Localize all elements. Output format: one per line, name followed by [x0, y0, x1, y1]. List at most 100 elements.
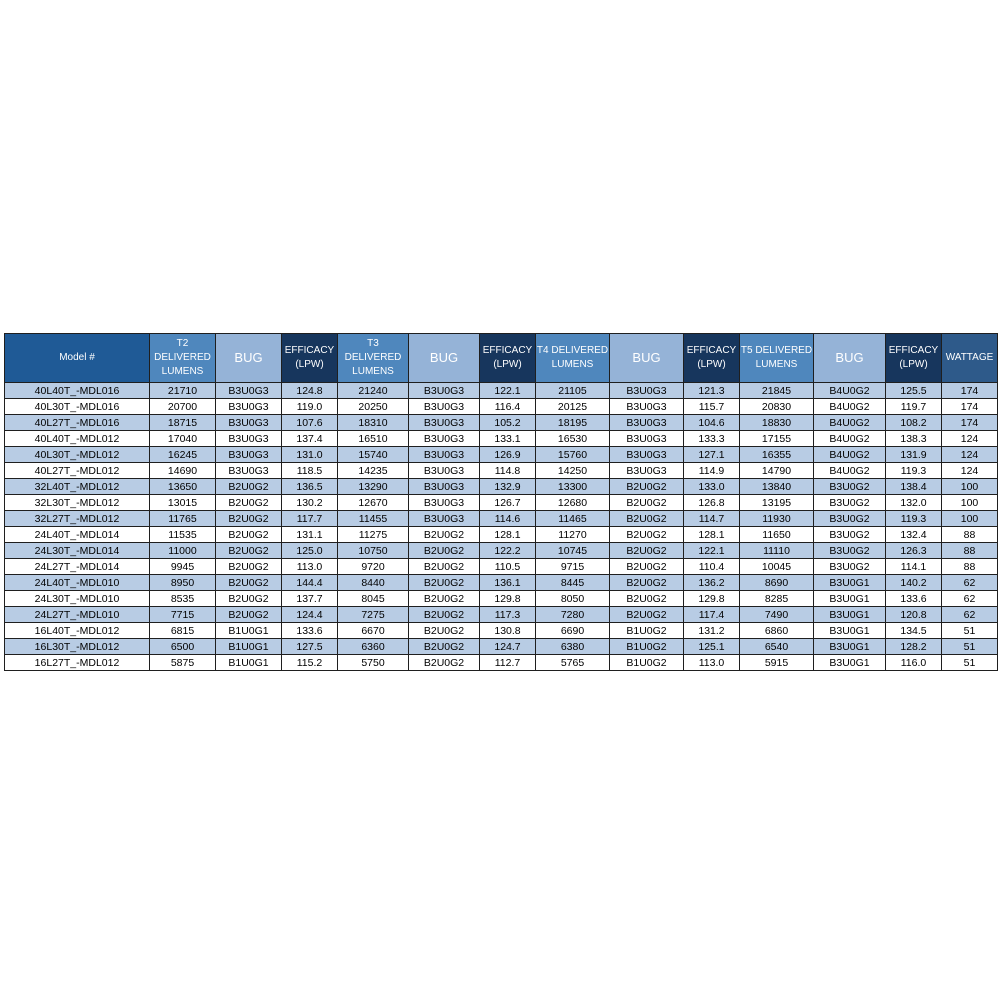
- table-cell: 127.1: [683, 446, 740, 463]
- column-header-bug: BUG: [408, 333, 480, 383]
- table-cell: 16355: [739, 446, 814, 463]
- table-cell: B3U0G3: [408, 446, 480, 463]
- table-cell: 133.1: [479, 430, 536, 447]
- table-cell: 15740: [337, 446, 409, 463]
- table-cell: 124.8: [281, 382, 338, 399]
- table-cell: B3U0G2: [813, 494, 886, 511]
- table-cell: 114.9: [683, 462, 740, 479]
- table-cell: 5750: [337, 654, 409, 671]
- table-cell: 8445: [535, 574, 610, 591]
- table-cell: 100: [941, 494, 998, 511]
- column-header-label: EFFICACY (LPW): [888, 345, 939, 370]
- table-row: 32L27T_-MDL012 11765 B2U0G2 117.7 11455 B3U0G…: [4, 510, 998, 527]
- table-cell: 12670: [337, 494, 409, 511]
- column-header-bug: BUG: [609, 333, 684, 383]
- table-cell: 14690: [149, 462, 216, 479]
- table-cell: B3U0G3: [408, 430, 480, 447]
- table-cell: 6360: [337, 638, 409, 655]
- table-cell: B3U0G3: [609, 446, 684, 463]
- table-row: 16L30T_-MDL012 6500 B1U0G1 127.5 6360 B2U0G2 1…: [4, 638, 998, 655]
- table-cell: 119.3: [885, 462, 942, 479]
- table-row: 16L40T_-MDL012 6815 B1U0G1 133.6 6670 B2U0G2 1…: [4, 622, 998, 639]
- table-cell: B2U0G2: [215, 526, 282, 543]
- table-cell: 128.1: [683, 526, 740, 543]
- table-cell: 122.2: [479, 542, 536, 559]
- table-row: 40L40T_-MDL016 21710 B3U0G3 124.8 21240 B3U0G…: [4, 382, 998, 399]
- table-cell: 20125: [535, 398, 610, 415]
- table-cell: 11650: [739, 526, 814, 543]
- column-header-lum: T3 DELIVERED LUMENS: [337, 333, 409, 383]
- table-cell: 114.8: [479, 462, 536, 479]
- model-cell: 40L27T_-MDL016: [4, 414, 150, 431]
- table-cell: B3U0G3: [215, 414, 282, 431]
- model-cell: 40L30T_-MDL012: [4, 446, 150, 463]
- model-cell: 32L40T_-MDL012: [4, 478, 150, 495]
- table-cell: B4U0G2: [813, 462, 886, 479]
- table-cell: B2U0G2: [408, 622, 480, 639]
- table-cell: B2U0G2: [609, 510, 684, 527]
- table-cell: 88: [941, 558, 998, 575]
- table-cell: 10745: [535, 542, 610, 559]
- table-cell: B2U0G2: [408, 526, 480, 543]
- table-cell: 6690: [535, 622, 610, 639]
- table-cell: 20700: [149, 398, 216, 415]
- table-cell: B3U0G3: [408, 510, 480, 527]
- table-cell: B3U0G1: [813, 654, 886, 671]
- table-cell: 7275: [337, 606, 409, 623]
- table-cell: B3U0G3: [408, 398, 480, 415]
- table-cell: 11465: [535, 510, 610, 527]
- table-cell: 110.4: [683, 558, 740, 575]
- table-cell: B2U0G2: [215, 510, 282, 527]
- table-cell: 20830: [739, 398, 814, 415]
- table-cell: 119.7: [885, 398, 942, 415]
- table-cell: 51: [941, 654, 998, 671]
- table-cell: 11270: [535, 526, 610, 543]
- table-cell: 128.1: [479, 526, 536, 543]
- table-cell: 13290: [337, 478, 409, 495]
- table-cell: 115.2: [281, 654, 338, 671]
- table-cell: B3U0G3: [215, 462, 282, 479]
- table-cell: 11275: [337, 526, 409, 543]
- table-cell: 132.9: [479, 478, 536, 495]
- table-cell: B2U0G2: [215, 558, 282, 575]
- table-cell: 125.1: [683, 638, 740, 655]
- table-cell: 6380: [535, 638, 610, 655]
- table-row: 16L27T_-MDL012 5875 B1U0G1 115.2 5750 B2U0G2 1…: [4, 654, 998, 671]
- table-cell: B2U0G2: [609, 494, 684, 511]
- table-cell: 5765: [535, 654, 610, 671]
- table-cell: 62: [941, 590, 998, 607]
- table-cell: B3U0G3: [609, 430, 684, 447]
- table-cell: 11535: [149, 526, 216, 543]
- table-cell: B1U0G2: [609, 622, 684, 639]
- table-cell: 7715: [149, 606, 216, 623]
- table-cell: B4U0G2: [813, 430, 886, 447]
- table-cell: B2U0G2: [609, 526, 684, 543]
- table-cell: 118.5: [281, 462, 338, 479]
- table-cell: 140.2: [885, 574, 942, 591]
- table-cell: 174: [941, 414, 998, 431]
- table-cell: 9945: [149, 558, 216, 575]
- column-header-lum: T4 DELIVERED LUMENS: [535, 333, 610, 383]
- column-header-lum: T5 DELIVERED LUMENS: [739, 333, 814, 383]
- table-cell: 125.5: [885, 382, 942, 399]
- table-cell: B3U0G3: [215, 430, 282, 447]
- table-cell: B2U0G2: [609, 574, 684, 591]
- table-cell: 62: [941, 574, 998, 591]
- table-cell: B2U0G2: [215, 590, 282, 607]
- table-cell: 21845: [739, 382, 814, 399]
- table-row: 24L30T_-MDL010 8535 B2U0G2 137.7 8045 B2U0G2 1…: [4, 590, 998, 607]
- table-cell: 114.6: [479, 510, 536, 527]
- table-cell: 8535: [149, 590, 216, 607]
- table-cell: B4U0G2: [813, 446, 886, 463]
- table-cell: B3U0G2: [813, 478, 886, 495]
- column-header-model: Model #: [4, 333, 150, 383]
- table-cell: 113.0: [281, 558, 338, 575]
- table-cell: B3U0G2: [813, 542, 886, 559]
- table-cell: 132.4: [885, 526, 942, 543]
- table-cell: 12680: [535, 494, 610, 511]
- table-cell: B1U0G2: [609, 654, 684, 671]
- table-cell: B1U0G1: [215, 654, 282, 671]
- table-row: 40L27T_-MDL016 18715 B3U0G3 107.6 18310 B3U0G…: [4, 414, 998, 431]
- table-cell: 18715: [149, 414, 216, 431]
- table-row: 24L27T_-MDL010 7715 B2U0G2 124.4 7275 B2U0G2 1…: [4, 606, 998, 623]
